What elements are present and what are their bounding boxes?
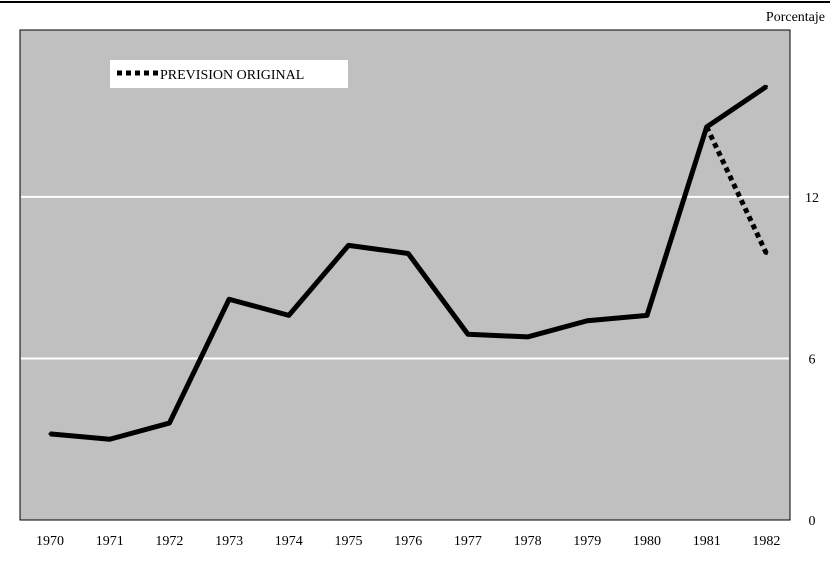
point-1979 [585, 319, 589, 323]
point-1972 [167, 421, 171, 425]
x-tick-labels: 1970 1971 1972 1973 1974 1975 1976 1977 1978 1979… [36, 534, 780, 549]
point-1976 [406, 251, 410, 255]
point-1975 [347, 243, 350, 247]
x-tick-1970: 1970 [36, 534, 64, 549]
y-tick-labels: 0 6 12 [805, 191, 819, 529]
point-1981 [705, 125, 709, 129]
y-tick-6: 6 [809, 352, 816, 367]
x-tick-1976: 1976 [394, 534, 422, 549]
legend: PREVISION ORIGINAL [110, 60, 348, 88]
x-tick-1974: 1974 [275, 534, 303, 549]
point-prevision-1982 [764, 251, 768, 255]
x-tick-1979: 1979 [573, 534, 601, 549]
point-1977 [466, 332, 470, 336]
point-1980 [645, 313, 649, 317]
point-1978 [526, 335, 530, 339]
point-1973 [227, 297, 231, 301]
x-tick-1978: 1978 [514, 534, 542, 549]
gridlines [21, 195, 789, 360]
x-tick-1975: 1975 [335, 534, 363, 549]
y-tick-0: 0 [809, 514, 816, 529]
point-1970 [48, 432, 52, 436]
point-1971 [108, 437, 112, 441]
x-tick-1971: 1971 [96, 534, 124, 549]
series-group [48, 84, 769, 442]
point-1982 [764, 85, 768, 89]
x-tick-1973: 1973 [215, 534, 243, 549]
y-tick-12: 12 [805, 191, 819, 206]
legend-box [110, 60, 348, 88]
point-1974 [287, 313, 291, 317]
x-tick-1982: 1982 [752, 534, 780, 549]
x-tick-1980: 1980 [633, 534, 661, 549]
x-tick-1972: 1972 [155, 534, 183, 549]
legend-label: PREVISION ORIGINAL [160, 68, 304, 83]
plot-area [19, 29, 791, 521]
x-tick-1977: 1977 [454, 534, 482, 549]
x-tick-1981: 1981 [693, 534, 721, 549]
y-axis-label: Porcentaje [766, 10, 825, 25]
